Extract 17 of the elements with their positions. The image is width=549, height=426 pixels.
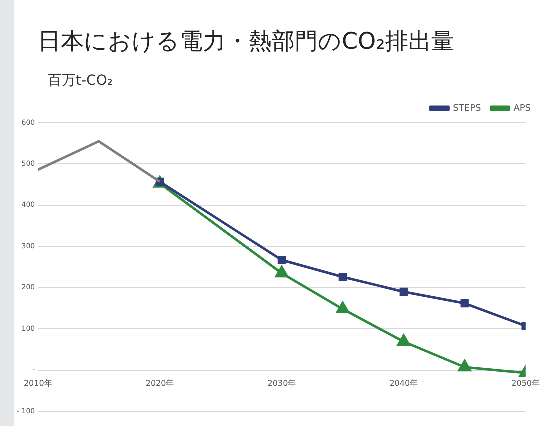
point: [338, 273, 348, 282]
x-tick-label: 2040年: [390, 379, 418, 388]
point: [276, 266, 288, 278]
x-tick-label: 2020年: [146, 379, 174, 388]
point: [400, 288, 408, 296]
point: [460, 299, 469, 308]
legend-label: STEPS: [453, 104, 482, 114]
point: [397, 334, 410, 346]
x-tick-label: 2050年: [512, 379, 540, 388]
x-tick-label: 2030年: [268, 379, 296, 388]
x-tick-label: 2010年: [24, 379, 52, 388]
point: [458, 360, 472, 372]
point: [336, 302, 350, 314]
y-axis-title: 百万t-CO₂: [48, 72, 113, 90]
chart-title: 日本における電力・熱部門のCO₂排出量: [38, 28, 454, 57]
point: [278, 256, 286, 264]
legend-label: APS: [514, 104, 532, 114]
